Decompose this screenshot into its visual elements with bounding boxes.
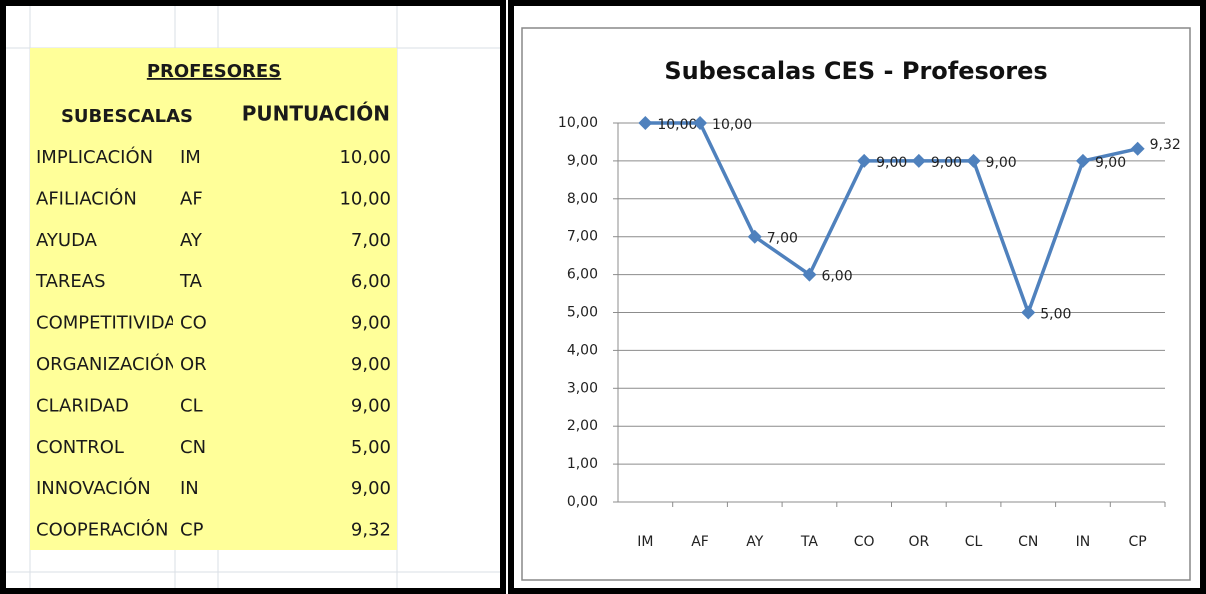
marker: [911, 153, 926, 168]
table-title: PROFESORES: [147, 61, 281, 82]
row-code: CL: [180, 395, 203, 416]
row-score: 10,00: [339, 188, 391, 209]
table-rows: IMPLICACIÓN IM 10,00 AFILIACIÓN AF 10,00 AYUDA…: [35, 146, 391, 541]
row-code: CP: [180, 520, 204, 541]
row-name: CLARIDAD: [36, 395, 129, 416]
row-code: CO: [180, 313, 207, 334]
row-score: 9,00: [351, 313, 391, 334]
data-label: 10,00: [712, 117, 752, 133]
row-code: IM: [180, 147, 201, 168]
x-tick-label: IM: [637, 534, 653, 550]
data-label: 10,00: [657, 117, 697, 133]
marker: [693, 116, 708, 130]
x-tick-label: OR: [908, 534, 929, 550]
row-score: 9,00: [351, 395, 391, 416]
y-tick-label: 4,00: [567, 342, 598, 358]
marker: [1130, 141, 1145, 156]
table-header: PUNTUACIÓN: [242, 102, 390, 126]
y-tick-label: 9,00: [567, 153, 598, 169]
y-tick-label: 8,00: [567, 191, 598, 207]
row-code: TA: [179, 271, 203, 292]
y-tick-label: 3,00: [567, 380, 598, 396]
row-name: AFILIACIÓN: [36, 187, 137, 209]
marker: [747, 229, 762, 244]
data-label: 9,00: [1095, 155, 1126, 171]
row-name: COOPERACIÓN: [36, 519, 168, 541]
row-score: 9,00: [351, 354, 391, 375]
row-name: CONTROL: [36, 437, 124, 458]
chart-title: Subescalas CES - Profesores: [664, 57, 1047, 85]
row-score: 5,00: [351, 437, 391, 458]
row-score: 7,00: [351, 230, 391, 251]
row-score: 10,00: [339, 147, 391, 168]
x-tick-label: IN: [1076, 534, 1091, 550]
x-tick-label: AF: [691, 534, 709, 550]
row-code: IN: [180, 478, 199, 499]
chart-area: [521, 27, 1191, 581]
y-tick-label: 10,00: [558, 115, 598, 131]
row-score: 9,00: [351, 478, 391, 499]
y-tick-label: 1,00: [567, 456, 598, 472]
marker: [802, 267, 817, 282]
row-code: AF: [180, 188, 203, 209]
data-label: 9,00: [986, 155, 1017, 171]
row-score: 6,00: [351, 271, 391, 292]
row-score: 9,32: [351, 520, 391, 541]
row-name: TAREAS: [35, 271, 106, 292]
data-label: 9,32: [1150, 137, 1181, 153]
row-code: AY: [180, 230, 203, 251]
x-tick-label: CP: [1129, 534, 1147, 550]
marker: [966, 153, 981, 168]
marker: [1075, 153, 1090, 168]
data-label: 5,00: [1040, 307, 1071, 323]
table-fill: [30, 48, 397, 550]
right-frame: [508, 0, 1206, 594]
row-code: OR: [180, 354, 207, 375]
data-label: 6,00: [821, 269, 852, 285]
data-label: 9,00: [876, 155, 907, 171]
plot: 0,00 1,00 2,00 3,00 4,00 5,00 6,00 7,00 8,00 9,00…: [558, 115, 1181, 550]
x-tick-label: CL: [965, 534, 983, 550]
marker: [857, 153, 872, 168]
y-tick-label: 2,00: [567, 418, 598, 434]
marker: [638, 116, 653, 130]
x-tick-label: CO: [854, 534, 875, 550]
y-tick-label: 7,00: [567, 229, 598, 245]
row-name: INNOVACIÓN: [36, 477, 151, 499]
row-name: AYUDA: [36, 230, 98, 251]
y-tick-label: 0,00: [567, 494, 598, 510]
row-name: COMPETITIVIDAD: [36, 313, 190, 334]
data-label: 9,00: [931, 155, 962, 171]
row-code: CN: [180, 437, 206, 458]
left-frame: [0, 0, 506, 594]
row-name: IMPLICACIÓN: [36, 146, 153, 168]
marker: [1021, 305, 1036, 320]
y-tick-label: 6,00: [567, 267, 598, 283]
table-header: SUBESCALAS: [61, 106, 193, 127]
x-tick-label: TA: [800, 534, 818, 550]
x-tick-label: CN: [1018, 534, 1038, 550]
row-name: ORGANIZACIÓN: [36, 353, 178, 375]
y-tick-label: 5,00: [567, 305, 598, 321]
data-label: 7,00: [767, 231, 798, 247]
line: [645, 121, 1139, 315]
x-tick-label: AY: [746, 534, 763, 550]
